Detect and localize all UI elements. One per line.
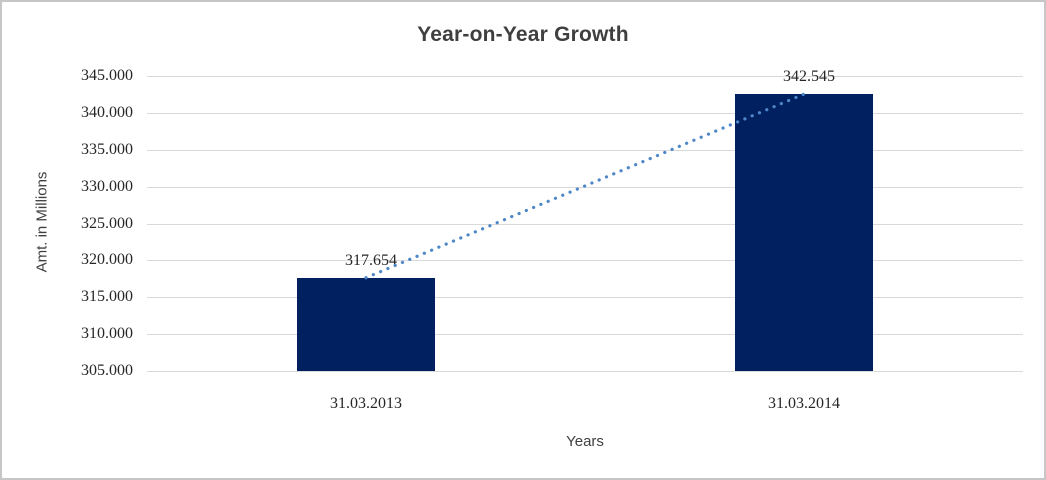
y-gridline (147, 76, 1023, 77)
trendline (364, 92, 806, 280)
y-axis-tick-label: 340.000 (81, 103, 133, 121)
y-gridline (147, 260, 1023, 262)
plot-area: 317.654 342.545 (147, 68, 1023, 372)
x-axis-tick-label: 31.03.2013 (330, 395, 402, 412)
bar-31.03.2014 (735, 94, 873, 371)
y-axis-tick-label: 325.000 (81, 214, 133, 232)
y-gridline (147, 297, 1023, 299)
y-gridline (147, 334, 1023, 336)
y-axis-tick-label: 305.000 (81, 362, 133, 379)
y-gridline (147, 371, 1023, 372)
y-axis-tick-label: 330.000 (81, 177, 133, 195)
bar-31.03.2013 (297, 277, 435, 371)
y-gridline (147, 149, 1023, 151)
bar-data-label: 342.545 (783, 68, 835, 86)
y-gridline (147, 112, 1023, 114)
y-axis-tick-label: 320.000 (81, 251, 133, 269)
x-axis-tick-label: 31.03.2014 (768, 395, 840, 412)
x-axis-title: Years (566, 433, 604, 450)
y-axis-tick-label: 315.000 (81, 288, 133, 306)
bar-data-label: 317.654 (345, 251, 397, 269)
y-gridline (147, 223, 1023, 225)
y-axis-tick-label: 345.000 (81, 67, 133, 84)
chart-title: Year-on-Year Growth (417, 23, 629, 46)
y-axis-tick-label: 335.000 (81, 140, 133, 158)
y-axis-tick-label: 310.000 (81, 325, 133, 343)
